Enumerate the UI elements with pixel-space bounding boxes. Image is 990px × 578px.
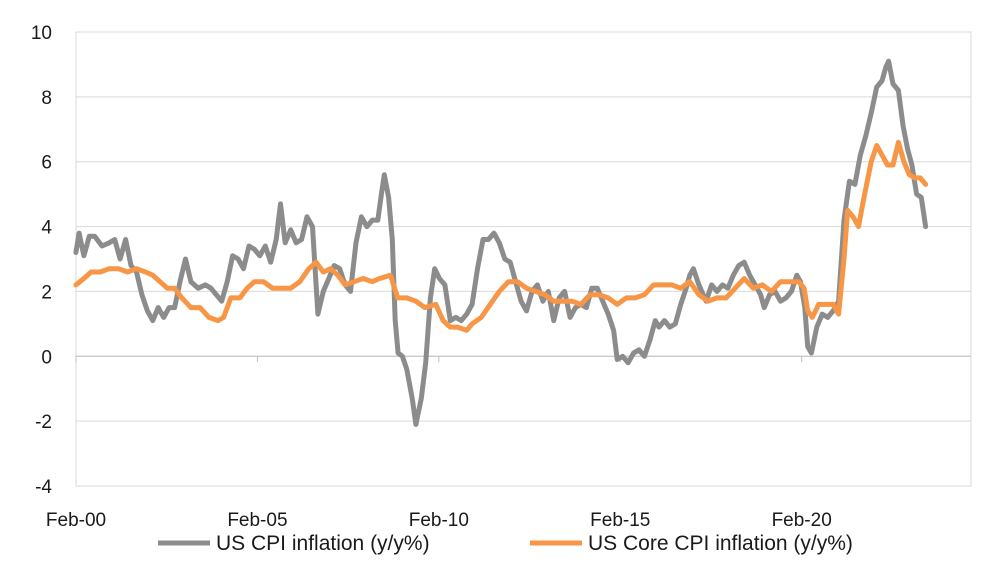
legend-item-cpi: US CPI inflation (y/y%) (158, 532, 430, 555)
y-tick-label: 4 (41, 218, 52, 239)
x-axis-ticks: Feb-00 Feb-05 Feb-10 Feb-15 Feb-20 (46, 356, 832, 531)
x-tick-label: Feb-05 (227, 510, 287, 531)
y-tick-label: 2 (41, 282, 52, 303)
x-tick-label: Feb-10 (409, 510, 469, 531)
series-layer (73, 58, 929, 427)
y-tick-label: 8 (41, 88, 52, 109)
y-tick-label: -4 (35, 477, 52, 498)
plot-area (75, 31, 972, 487)
x-tick-label: Feb-15 (590, 510, 650, 531)
y-tick-label: -2 (35, 412, 52, 433)
x-tick-label: Feb-20 (772, 510, 832, 531)
legend-label-core-cpi: US Core CPI inflation (y/y%) (588, 532, 853, 555)
legend-item-core-cpi: US Core CPI inflation (y/y%) (530, 532, 853, 555)
y-tick-label: 6 (41, 153, 52, 174)
x-tick-label: Feb-00 (46, 510, 106, 531)
y-axis-ticks: -4 -2 0 2 4 6 8 10 (31, 23, 53, 498)
legend-label-cpi: US CPI inflation (y/y%) (216, 532, 430, 555)
y-tick-label: 10 (31, 23, 52, 44)
series-line-core-cpi (73, 139, 929, 333)
legend: US CPI inflation (y/y%) US Core CPI infl… (158, 532, 853, 555)
y-tick-label: 0 (41, 347, 52, 368)
